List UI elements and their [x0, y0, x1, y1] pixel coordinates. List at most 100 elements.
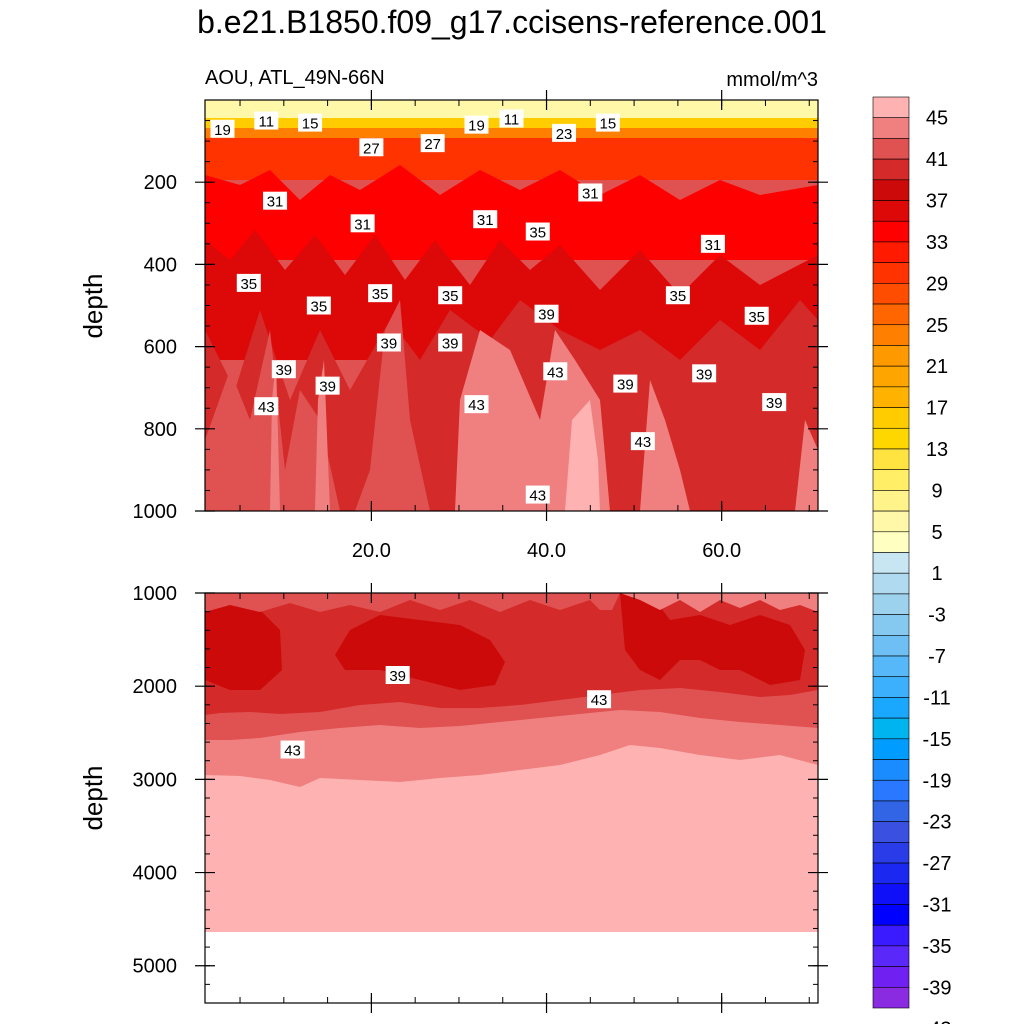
colorbar-swatch [872, 572, 910, 595]
contour-label-box [464, 395, 489, 414]
contour-label-text: 15 [302, 116, 319, 133]
colorbar-swatch [872, 490, 910, 512]
colorbar-swatch [872, 179, 910, 201]
colorbar-label: -11 [923, 687, 950, 709]
contour-label-text: 19 [468, 118, 485, 135]
contour-label-text: 43 [468, 397, 485, 414]
contour-label: 23 [552, 123, 577, 143]
contour-label: 19 [210, 119, 235, 139]
contour-label-box [630, 432, 655, 451]
contour-label: 43 [587, 690, 612, 709]
contour-label-box [254, 397, 279, 416]
contour-label: 15 [298, 113, 323, 133]
contour-label-text: 31 [354, 216, 371, 233]
contour-label-text: 19 [214, 122, 231, 139]
contour-label: 27 [420, 134, 445, 153]
contour-label: 39 [271, 360, 296, 379]
contour-label: 31 [350, 214, 375, 233]
contour-label-text: 43 [284, 743, 301, 760]
colorbar-swatch [872, 262, 910, 284]
contour-label-box [254, 111, 279, 130]
lower-y-tick-label: 4000 [133, 863, 178, 885]
lower-x-axis [239, 583, 810, 1013]
colorbar-labels: 45 41 37 33 29 25 21 17 13 9 5 1 -3 -7 -11 -15 -19 -23 -27… [923, 108, 952, 1024]
colorbar-label: -19 [923, 770, 952, 792]
colorbar-swatch [872, 986, 910, 1009]
contour-label: 43 [630, 432, 655, 451]
colorbar-label: -43 [923, 1019, 952, 1024]
colorbar-swatch [872, 842, 910, 864]
contour-label-box [280, 740, 305, 759]
colorbar-label: 41 [926, 149, 948, 171]
contour-label: 11 [254, 111, 279, 131]
contour-label-box [315, 376, 340, 395]
colorbar-swatch [872, 241, 910, 263]
upper-x-tick-label: 60.0 [702, 540, 741, 562]
contour-label-box [552, 123, 577, 142]
colorbar-swatch [872, 96, 910, 119]
colorbar-swatch [872, 448, 910, 470]
contour-label-box [613, 374, 638, 393]
lower-panel: 1000 2000 3000 4000 5000 39 43 43 depth [78, 583, 828, 1013]
contour-label-box [298, 113, 323, 132]
colorbar-label: -15 [923, 729, 952, 751]
contour-label-text: 39 [696, 366, 713, 383]
contour-label: 43 [254, 397, 279, 416]
upper-y-tick-label: 800 [144, 419, 177, 441]
colorbar-label: 29 [926, 273, 948, 295]
contour-label-box [306, 296, 331, 315]
contour-label: 39 [385, 666, 410, 685]
contour-label: 39 [762, 393, 787, 412]
contour-label-text: 39 [538, 307, 555, 324]
upper-y-tick-label: 200 [144, 172, 177, 194]
lower-y-tick-label: 3000 [133, 769, 178, 791]
colorbar-swatch [872, 614, 910, 636]
colorbar-swatch [872, 800, 910, 822]
contour-label-text: 27 [424, 136, 441, 153]
upper-y-axis: 200 400 600 800 1000 [133, 99, 828, 523]
contour-label: 39 [438, 333, 463, 352]
colorbar-swatch [872, 945, 910, 967]
colorbar-label: -3 [928, 605, 946, 627]
colorbar-swatch [872, 117, 910, 139]
contour-label: 31 [263, 191, 288, 211]
colorbar-swatch [872, 386, 910, 408]
contour-label-text: 27 [363, 140, 380, 157]
contour-label: 43 [464, 395, 489, 414]
contour-label: 39 [534, 304, 559, 324]
colorbar-label: 17 [926, 398, 948, 420]
contour-label: 39 [315, 376, 340, 396]
upper-contour-labels: 19 11 15 27 27 19 11 23 15 31 31 31 35 31 31 35 35 35 35 35… [210, 109, 787, 505]
colorbar-swatches [872, 96, 910, 1009]
colorbar-swatch [872, 324, 910, 346]
colorbar-swatch [872, 821, 910, 843]
contour-label-text: 35 [372, 286, 389, 303]
contour-label-box [499, 109, 524, 128]
colorbar: 45 41 37 33 29 25 21 17 13 9 5 1 -3 -7 -11 -15 -19 -23 -27… [872, 96, 952, 1024]
contour-label-box [236, 273, 261, 292]
contour-label-box [473, 210, 498, 229]
colorbar-label: 37 [926, 191, 948, 213]
colorbar-swatch [872, 427, 910, 450]
contour-label: 31 [700, 234, 725, 254]
upper-x-tick-label: 20.0 [352, 540, 391, 562]
contour-label-box [350, 214, 375, 233]
contour-label-box [438, 286, 463, 305]
contour-label: 15 [595, 113, 620, 133]
page-title: b.e21.B1850.f09_g17.ccisens-reference.00… [197, 4, 827, 40]
lower-contour-field [205, 593, 818, 1003]
colorbar-swatch [872, 779, 910, 802]
contour-label-box [438, 333, 463, 352]
colorbar-label: 9 [931, 480, 942, 502]
contour-label-text: 39 [319, 379, 336, 396]
contour-label: 35 [665, 286, 690, 305]
contour-label-box [525, 485, 550, 504]
lower-y-tick-label: 1000 [133, 583, 178, 605]
upper-y-tick-label: 600 [144, 337, 177, 359]
upper-x-axis: 20.0 40.0 60.0 [239, 90, 810, 562]
contour-label: 19 [464, 115, 489, 135]
contour-label: 35 [438, 286, 463, 305]
contour-label-box [665, 286, 690, 305]
colorbar-swatch [872, 158, 910, 181]
colorbar-swatch [872, 717, 910, 740]
